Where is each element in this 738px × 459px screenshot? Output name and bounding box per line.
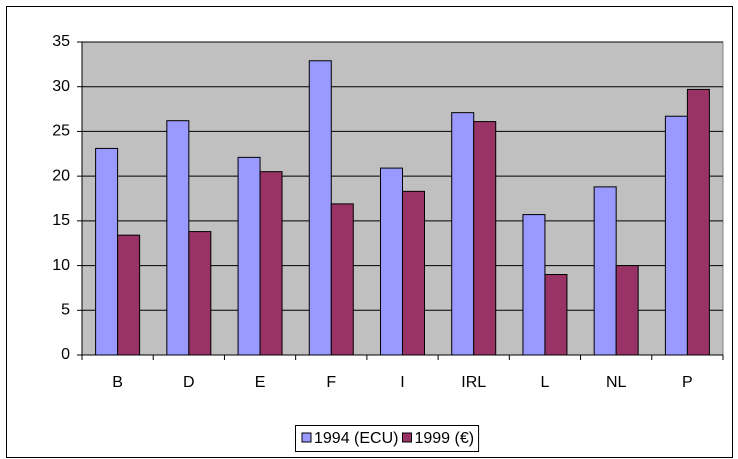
bar xyxy=(473,121,497,356)
bar xyxy=(593,186,617,356)
x-tick-label: I xyxy=(400,374,404,391)
bar xyxy=(95,147,119,356)
x-tick-label: NL xyxy=(606,374,627,391)
legend-label: 1994 (ECU) xyxy=(314,430,398,447)
bar xyxy=(237,156,261,356)
y-tick-label: 15 xyxy=(52,212,70,229)
bar xyxy=(308,60,332,356)
y-tick-label: 0 xyxy=(61,346,70,363)
y-tick-label: 30 xyxy=(52,78,70,95)
bar xyxy=(259,171,283,356)
bar xyxy=(615,265,639,356)
bar xyxy=(544,274,568,356)
bar xyxy=(117,234,141,356)
legend: 1994 (ECU) 1999 (€) xyxy=(295,425,480,452)
x-tick-label: L xyxy=(540,374,549,391)
bar xyxy=(330,203,354,356)
x-tick-label: D xyxy=(183,374,195,391)
x-tick-label: E xyxy=(255,374,266,391)
legend-box xyxy=(295,425,480,452)
bar xyxy=(380,167,403,356)
y-tick-label: 35 xyxy=(52,33,70,50)
y-tick-label: 25 xyxy=(52,123,70,140)
x-tick-label: F xyxy=(326,374,336,391)
x-tick-label: B xyxy=(112,374,123,391)
bar xyxy=(402,190,425,356)
bar xyxy=(166,120,190,356)
bar xyxy=(451,112,475,356)
x-tick-label: IRL xyxy=(461,374,486,391)
bar xyxy=(522,214,546,356)
legend-swatch xyxy=(301,432,312,443)
y-tick-label: 10 xyxy=(52,257,70,274)
bar xyxy=(686,88,710,356)
legend-swatch xyxy=(401,432,412,443)
legend-label: 1999 (€) xyxy=(414,430,474,447)
y-tick-label: 20 xyxy=(52,167,70,184)
bar xyxy=(664,115,688,356)
x-tick-label: P xyxy=(682,374,693,391)
bar xyxy=(188,231,212,356)
y-tick-label: 5 xyxy=(61,302,70,319)
